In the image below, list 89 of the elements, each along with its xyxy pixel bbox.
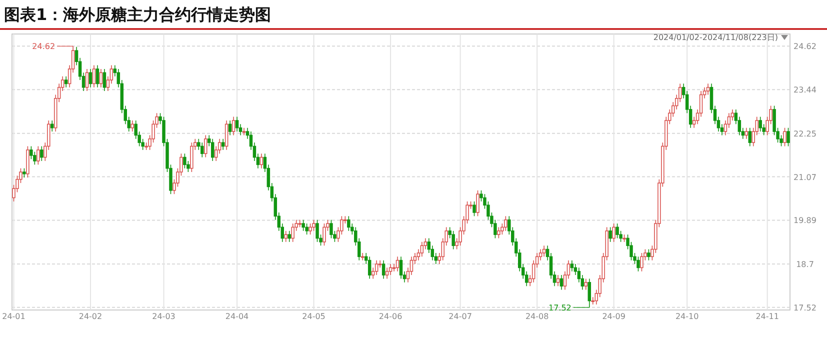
x-tick-label: 24-04 [225, 312, 249, 321]
y-tick-label: 18.7 [796, 260, 814, 269]
candlestick [706, 83, 710, 96]
candlestick [347, 216, 350, 232]
candlestick [36, 146, 40, 166]
candlestick [396, 256, 400, 272]
candlestick [308, 223, 312, 235]
candlestick [748, 127, 752, 147]
candlestick [584, 278, 588, 290]
candlestick [183, 153, 186, 169]
candlestick [497, 226, 500, 239]
candlestick [22, 168, 26, 178]
candlestick [85, 68, 89, 92]
candlestick [291, 223, 294, 242]
candlestick [786, 127, 790, 147]
candlestick [284, 230, 288, 242]
y-tick-label: 24.62 [794, 42, 816, 52]
x-tick-label: 24-02 [78, 312, 102, 321]
candlestick [64, 76, 68, 88]
candlestick [40, 146, 44, 162]
candlestick [26, 146, 30, 178]
x-tick-label: 24-05 [302, 312, 326, 321]
candlestick [224, 120, 228, 150]
x-tick-label: 24-08 [525, 312, 549, 321]
candlestick [476, 190, 480, 217]
candlestick [200, 142, 204, 158]
candlestick [452, 230, 455, 250]
annotation: 17.52 [548, 303, 572, 312]
candlestick [636, 256, 640, 272]
candlestick [260, 153, 264, 169]
candlestick [542, 245, 546, 258]
candlestick [99, 68, 103, 88]
candlestick [242, 127, 246, 136]
candlestick [102, 68, 106, 92]
chart-title: 图表1：海外原糖主力合约行情走势图 [4, 5, 272, 24]
candlestick [374, 260, 378, 276]
candlestick [744, 127, 748, 140]
y-tick-label: 17.52 [794, 303, 816, 312]
candlestick [190, 142, 194, 172]
candlestick [368, 256, 372, 280]
candlestick [399, 256, 403, 280]
candlestick [305, 223, 308, 235]
y-tick-label: 21.07 [794, 172, 816, 182]
candlestick [758, 116, 762, 132]
candlestick [221, 138, 225, 150]
x-tick-label: 24-03 [152, 312, 176, 321]
candlestick [312, 219, 316, 232]
candlestick [232, 116, 236, 136]
candlestick [556, 274, 560, 286]
x-tick-label: 24-07 [448, 312, 472, 321]
annotation: 24.62 [32, 42, 56, 52]
candlestick [204, 134, 208, 158]
y-tick-label: 22.25 [794, 129, 816, 138]
candlestick [388, 264, 392, 276]
candlestick [385, 267, 389, 280]
candlestick [504, 216, 508, 232]
candlestick [88, 68, 92, 88]
candlestick [570, 260, 574, 272]
candlestick [361, 252, 364, 261]
candlestick [96, 64, 100, 88]
candlestick [616, 223, 619, 239]
candlestick [472, 201, 476, 217]
y-tick-label: 19.89 [794, 216, 816, 226]
candlestick [560, 274, 564, 290]
candlestick [130, 120, 134, 132]
candlestick [608, 226, 612, 242]
candlestick [322, 223, 326, 246]
candlestick [420, 242, 424, 258]
candlestick [302, 219, 305, 232]
candlestick [228, 120, 232, 136]
candlestick [640, 252, 644, 272]
candlestick [647, 248, 650, 261]
x-tick-label: 24-06 [378, 312, 402, 321]
candlestick [382, 260, 386, 280]
candlestick [330, 219, 333, 239]
x-tick-label: 24-09 [602, 312, 626, 321]
candlestick [783, 127, 786, 147]
x-tick-label: 24-11 [756, 312, 779, 321]
annotation: 2024/01/02-2024/11/08(223日) [653, 33, 778, 42]
x-tick-label: 24-01 [2, 312, 26, 321]
candlestick [288, 230, 291, 242]
y-tick-label: 23.44 [794, 86, 816, 95]
candlestick [316, 219, 319, 242]
candlestick [612, 223, 616, 242]
candlestick [378, 260, 382, 268]
candlestick [210, 138, 214, 162]
candlestick [235, 116, 239, 132]
x-tick-label: 24-10 [675, 312, 699, 321]
candlestick [92, 64, 96, 88]
